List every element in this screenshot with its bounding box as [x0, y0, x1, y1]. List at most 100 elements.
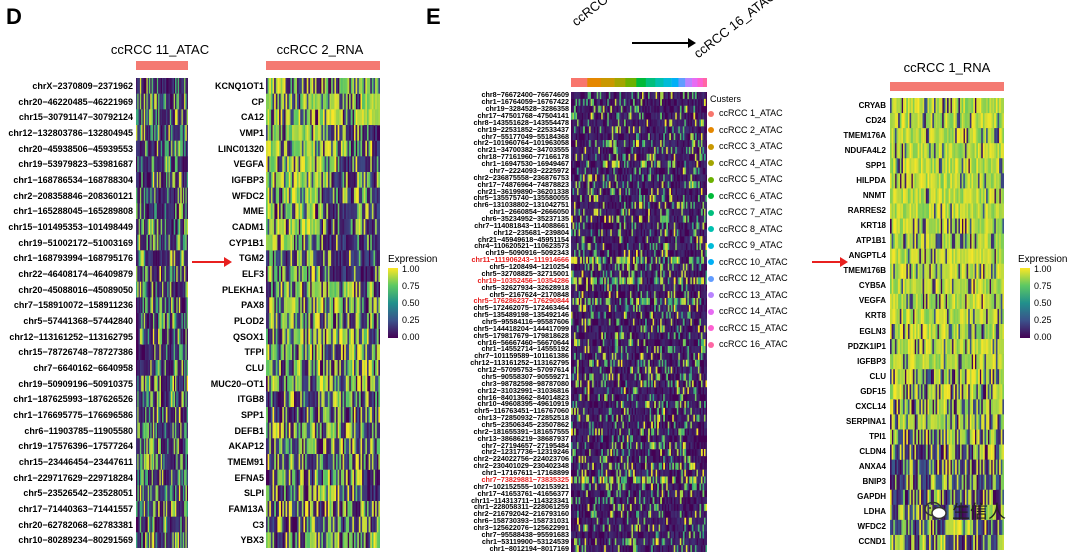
d-right-row-label: ITGB8: [237, 394, 264, 405]
e-atac-row-label: chr12−31032991−31036816: [477, 385, 569, 395]
d-left-heat-row: [136, 172, 188, 188]
e-cluster-name: ccRCC 3_ATAC: [719, 141, 783, 151]
e-rna-heat-row: [890, 293, 1004, 310]
d-left-heat-row: [136, 454, 187, 470]
e-atac-heat-row: [574, 359, 707, 367]
e-rna-heat-row: [890, 414, 1004, 430]
e-cluster-dot: [708, 127, 714, 134]
d-right-heat-row: [266, 187, 380, 204]
d-right-heat-row: [266, 172, 380, 188]
d-left-heat-row: [136, 187, 188, 204]
d-legend-tick-3: 0.50: [402, 298, 420, 308]
d-right-heat-row: [266, 313, 380, 329]
e-atac-row-label: chr17−74876964−74878823: [477, 179, 569, 189]
d-right-row-label: PAX8: [241, 300, 264, 311]
e-atac-heat-row: [571, 256, 707, 264]
e-legend-tick-2: 0.75: [1034, 281, 1052, 291]
d-right-heat-row: [266, 407, 380, 423]
e-cluster-dot: [708, 160, 714, 167]
e-atac-row-label: chr7−2224093−2225972: [489, 165, 569, 175]
e-atac-row-label: chr16−56667460−56670644: [477, 337, 569, 347]
e-rna-row-label: EGLN3: [859, 326, 886, 336]
e-cluster-bar-segment: [685, 78, 693, 87]
e-cluster-bar-segment: [645, 78, 656, 87]
d-left-row-label: chr17−71440363−71441557: [18, 503, 133, 514]
d-right-row-label: EFNA5: [234, 472, 264, 483]
d-right-row-label: MUC20−OT1: [210, 378, 264, 389]
d-left-row-label: chr19−17576396−17577264: [18, 441, 133, 452]
d-left-row-label: chr1−229717629−229718284: [13, 472, 133, 483]
e-atac-row-label: chr11−111906243−111914666: [471, 255, 569, 265]
e-cluster-name: ccRCC 8_ATAC: [719, 223, 783, 234]
e-atac-row-label: chr5−176286237−176290844: [473, 296, 569, 306]
e-top-left-title: ccRCC 1_ATAC: [569, 0, 651, 29]
d-left-heat-row: [136, 532, 188, 548]
d-left-row-label: chr15−23446454−23447611: [18, 456, 133, 467]
e-cluster-name: ccRCC 15_ATAC: [719, 322, 788, 333]
e-arrow-icon: [812, 257, 848, 267]
d-left-row-label: chr2−208358846−208360121: [13, 190, 133, 201]
e-atac-row-label: chr5−2167624−2170848: [489, 289, 569, 299]
e-atac-row-label: chr7−101159589−101161386: [474, 351, 569, 361]
e-atac-heat-row: [571, 476, 707, 484]
e-rna-heat-row: [890, 158, 1004, 174]
e-atac-heat-row: [571, 325, 707, 333]
e-rna-row-label: TMEM176A: [843, 130, 886, 140]
d-left-heat-row: [136, 140, 188, 157]
wechat-icon: [924, 501, 947, 520]
e-atac-heat-row: [571, 428, 707, 436]
e-atac-heat-row: [571, 181, 707, 189]
d-left-row-label: chr1−165288045−165289808: [13, 206, 133, 217]
e-atac-heat-row: [572, 346, 707, 354]
d-right-heat-row: [266, 485, 380, 502]
e-cluster-bar-segment: [587, 78, 602, 87]
e-atac-heat-row: [571, 201, 707, 210]
e-atac-row-label: chr2−216792042−216793160: [473, 509, 569, 519]
e-rna-row-label: KRT18: [860, 221, 886, 231]
d-right-row-label: QSOX1: [232, 331, 264, 342]
d-left-heat-row: [136, 125, 188, 141]
e-atac-row-label: chr1−16947530−16949467: [481, 159, 569, 169]
e-cluster-dot: [708, 143, 714, 150]
e-rna-row-label: RARRES2: [847, 206, 886, 215]
e-rna-row-label: TMEM176B: [843, 266, 886, 276]
e-atac-heat-row: [571, 284, 706, 292]
e-atac-heat-row: [572, 517, 707, 525]
panel-d-label: D: [6, 4, 22, 29]
d-legend-tick-4: 0.25: [402, 315, 420, 325]
e-atac-heat-row: [571, 421, 707, 429]
d-legend-colorbar: [388, 268, 398, 338]
e-atac-heat-row: [571, 304, 706, 313]
e-atac-row-label: chr16−84013662−84014823: [477, 392, 569, 402]
e-top-right-title: ccRCC 16_ATAC: [690, 0, 779, 61]
e-atac-row-label: chr6−35234952−35237135: [481, 214, 569, 223]
d-left-heat-row: [136, 281, 188, 298]
e-rna-heat-row: [890, 143, 1004, 159]
e-atac-row-label: chr11−114313711−114323341: [471, 495, 569, 505]
e-atac-heat-row: [572, 503, 707, 512]
d-left-row-label: chr1−168786534−168788304: [13, 174, 133, 185]
e-atac-row-label: chr5−135575740−135580055: [473, 193, 569, 203]
d-right-row-label: WFDC2: [232, 190, 264, 201]
e-cluster-bar-segment: [571, 78, 588, 87]
e-atac-heat-row: [571, 387, 707, 395]
e-atac-row-label: chr12−113161252−113162795: [470, 358, 569, 368]
e-rna-row-label: ANGPTL4: [848, 251, 886, 261]
d-left-heat-row: [137, 485, 187, 502]
e-cluster-bar-segment: [655, 78, 664, 87]
e-atac-heat-row: [572, 435, 699, 443]
e-rna-heat-row: [890, 278, 1004, 295]
e-rna-row-label: BNIP3: [862, 477, 886, 487]
e-cluster-bar-segment: [697, 78, 704, 87]
e-atac-row-label: chr6−158730393−158731031: [473, 516, 569, 526]
e-rna-heat-row: [890, 504, 1004, 521]
e-cluster-name: ccRCC 4_ATAC: [719, 157, 783, 168]
e-cluster-name: ccRCC 13_ATAC: [719, 289, 788, 300]
e-atac-row-label: chr4−110620521−110623573: [474, 241, 569, 251]
e-cluster-legend: ccRCC 1_ATAC ccRCC 2_ATAC ccRCC 3_ATAC ccRC…: [708, 108, 808, 358]
d-left-row-labels: chrX−2370809−2371962 chr20−46220485−46221…: [0, 78, 133, 548]
e-atac-row-label: chr2−236875558−236876753: [473, 172, 569, 182]
e-atac-heat-row: [572, 380, 707, 388]
d-left-heat-row: [136, 93, 188, 110]
d-left-row-label: chr12−113161252−113162795: [9, 331, 133, 342]
